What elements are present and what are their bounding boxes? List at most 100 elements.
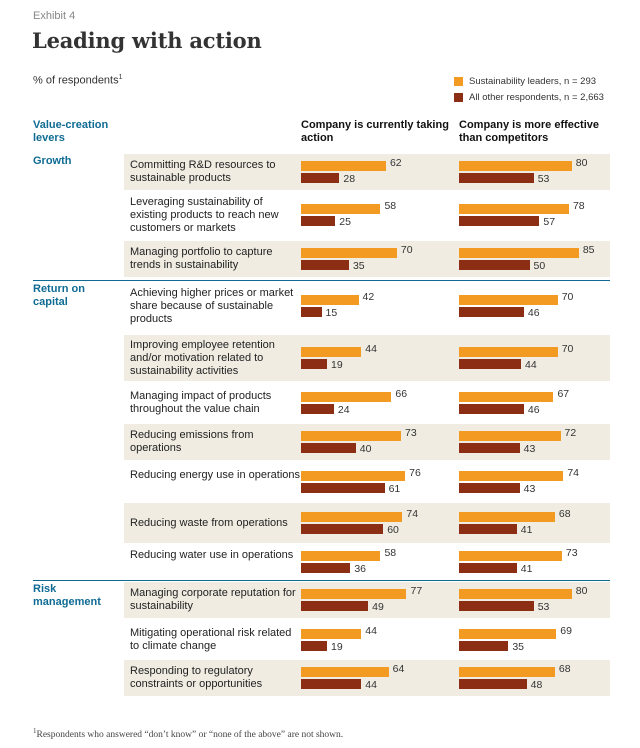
value-label-more-effective-others: 48	[530, 679, 543, 691]
row-label: Managing portfolio to capture trends in …	[130, 246, 273, 271]
bar-more-effective-leaders	[459, 161, 572, 171]
value-label-taking-action-others: 19	[331, 359, 343, 371]
bar-more-effective-others	[459, 443, 520, 453]
table-row: Leveraging sustainability of existing pr…	[124, 193, 610, 237]
bar-more-effective-others	[459, 307, 524, 317]
value-label-taking-action-leaders: 73	[405, 427, 417, 439]
bar-more-effective-others	[459, 404, 524, 414]
bar-taking-action-others	[301, 443, 356, 453]
bar-more-effective-leaders	[459, 204, 569, 214]
bar-taking-action-others	[301, 307, 322, 317]
table-row: Managing corporate reputation for sustai…	[124, 582, 610, 618]
group-label: Return on capital	[33, 283, 85, 308]
bar-more-effective-others	[459, 173, 534, 183]
value-label-taking-action-leaders: 66	[395, 388, 408, 400]
unit-text: % of respondents	[33, 74, 119, 87]
value-label-taking-action-others: 15	[325, 307, 338, 319]
value-label-taking-action-others: 60	[387, 524, 399, 536]
bar-taking-action-leaders	[301, 551, 381, 561]
value-label-taking-action-others: 49	[372, 601, 384, 613]
value-label-more-effective-leaders: 70	[561, 291, 574, 303]
row-label: Achieving higher prices or market share …	[130, 286, 294, 325]
bar-more-effective-leaders	[459, 392, 554, 402]
row-label: Responding to regulatory constraints or …	[130, 665, 263, 690]
value-label-more-effective-others: 57	[543, 216, 556, 228]
bar-more-effective-others	[459, 216, 540, 226]
row-label: Mitigating operational risk related to c…	[130, 627, 292, 652]
bar-taking-action-others	[301, 359, 328, 369]
value-label-taking-action-others: 44	[365, 679, 377, 691]
legend-item-leaders: Sustainability leaders, n = 293	[454, 73, 604, 89]
value-label-more-effective-others: 43	[523, 483, 536, 495]
value-label-more-effective-leaders: 80	[575, 157, 588, 169]
legend-item-others: All other respondents, n = 2,663	[454, 89, 604, 105]
bar-more-effective-others	[459, 359, 522, 369]
row-label: Reducing waste from operations	[130, 516, 288, 529]
bar-taking-action-leaders	[301, 589, 407, 599]
chart-title: Leading with action	[32, 28, 262, 53]
value-label-more-effective-leaders: 72	[564, 427, 577, 439]
value-label-more-effective-leaders: 73	[565, 547, 578, 559]
value-label-taking-action-others: 25	[339, 216, 351, 228]
bar-more-effective-leaders	[459, 589, 572, 599]
bar-taking-action-leaders	[301, 629, 362, 639]
value-label-taking-action-leaders: 58	[384, 547, 397, 559]
exhibit-label: Exhibit 4	[33, 10, 76, 22]
bar-taking-action-others	[301, 601, 369, 611]
row-label: Leveraging sustainability of existing pr…	[130, 195, 279, 234]
value-label-taking-action-leaders: 44	[365, 343, 377, 355]
unit-footnote-marker: 1	[118, 74, 123, 81]
value-label-taking-action-leaders: 64	[392, 663, 405, 675]
bar-more-effective-leaders	[459, 431, 561, 441]
bar-taking-action-others	[301, 404, 334, 414]
value-label-taking-action-leaders: 44	[365, 625, 377, 637]
value-label-taking-action-leaders: 76	[409, 467, 421, 479]
row-label: Committing R&D resources to sustainable …	[130, 159, 276, 184]
row-label: Reducing emissions from operations	[130, 429, 254, 454]
header-levers: Value-creation levers	[33, 119, 109, 144]
row-label: Managing corporate reputation for sustai…	[130, 587, 296, 612]
footnote-text: Respondents who answered “don’t know” or…	[36, 730, 344, 741]
bar-more-effective-leaders	[459, 629, 557, 639]
value-label-taking-action-leaders: 58	[384, 200, 397, 212]
value-label-more-effective-others: 44	[525, 359, 537, 371]
group-label: Risk management	[33, 583, 101, 608]
value-label-taking-action-others: 24	[337, 404, 350, 416]
bar-taking-action-leaders	[301, 204, 381, 214]
header-taking-action: Company is currently taking action	[301, 119, 449, 144]
value-label-taking-action-others: 36	[354, 563, 366, 575]
group-divider	[33, 580, 610, 581]
bar-taking-action-leaders	[301, 347, 362, 357]
bar-more-effective-leaders	[459, 347, 558, 357]
value-label-more-effective-others: 53	[537, 601, 550, 613]
bar-taking-action-others	[301, 260, 349, 270]
row-label: Reducing energy use in operations	[130, 469, 301, 481]
value-label-more-effective-leaders: 69	[560, 625, 572, 637]
group-label: Growth	[33, 155, 72, 167]
value-label-more-effective-leaders: 78	[572, 200, 585, 212]
bar-more-effective-others	[459, 563, 517, 573]
value-label-taking-action-others: 61	[388, 483, 401, 495]
bar-taking-action-others	[301, 563, 351, 573]
bar-more-effective-others	[459, 483, 520, 493]
value-label-taking-action-others: 35	[352, 260, 365, 272]
value-label-more-effective-others: 35	[512, 641, 525, 653]
legend-label-others: All other respondents, n = 2,663	[469, 91, 604, 103]
bar-taking-action-leaders	[301, 295, 359, 305]
table-row: Committing R&D resources to sustainable …	[124, 154, 610, 190]
bar-taking-action-leaders	[301, 667, 389, 677]
legend-swatch-others	[454, 92, 463, 102]
legend-label-leaders: Sustainability leaders, n = 293	[469, 75, 597, 87]
table-row: Reducing water use in operations 58 36 73 41	[124, 546, 610, 578]
bar-taking-action-leaders	[301, 471, 406, 481]
table-row: Responding to regulatory constraints or …	[124, 660, 610, 696]
table-row: Reducing waste from operations 74 60 68 41	[124, 503, 610, 543]
value-label-taking-action-leaders: 74	[406, 508, 419, 520]
bar-more-effective-others	[459, 524, 517, 534]
value-label-more-effective-leaders: 70	[561, 343, 574, 355]
bar-more-effective-leaders	[459, 551, 562, 561]
value-label-more-effective-others: 46	[527, 404, 540, 416]
bar-taking-action-leaders	[301, 248, 397, 258]
table-row: Improving employee retention and/or moti…	[124, 335, 610, 381]
